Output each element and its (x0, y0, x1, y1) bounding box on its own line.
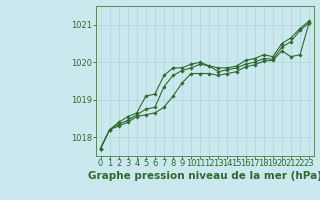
X-axis label: Graphe pression niveau de la mer (hPa): Graphe pression niveau de la mer (hPa) (88, 171, 320, 181)
